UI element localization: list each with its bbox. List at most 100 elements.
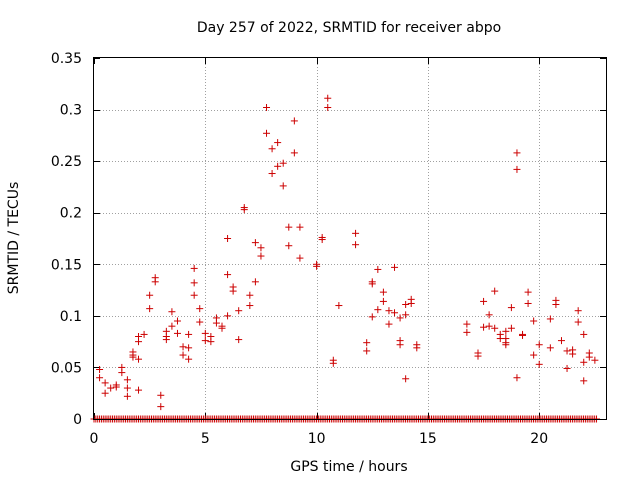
data-point <box>196 318 204 326</box>
data-point <box>524 288 532 296</box>
x-axis-label: GPS time / hours <box>290 459 407 475</box>
data-point <box>530 317 538 325</box>
data-point <box>546 344 554 352</box>
data-point <box>212 319 220 327</box>
data-point <box>279 182 287 190</box>
data-point <box>463 320 471 328</box>
data-point <box>123 376 131 384</box>
y-tick-label: 0.3 <box>60 103 82 119</box>
data-point <box>257 252 265 260</box>
data-point <box>335 302 343 310</box>
data-point <box>580 377 588 385</box>
data-point <box>580 358 588 366</box>
data-point <box>101 379 109 387</box>
data-point <box>185 344 193 352</box>
data-point <box>118 369 126 377</box>
data-point <box>190 291 198 299</box>
data-point <box>391 309 399 317</box>
data-point <box>402 311 410 319</box>
data-point <box>318 236 326 244</box>
data-point <box>246 302 254 310</box>
data-point <box>123 392 131 400</box>
data-point <box>585 353 593 361</box>
data-point <box>112 383 120 391</box>
data-point <box>352 241 360 249</box>
data-point <box>402 301 410 309</box>
x-tick-label: 5 <box>201 431 210 447</box>
x-tick-label: 15 <box>419 431 437 447</box>
data-point <box>96 365 104 373</box>
data-point <box>491 324 499 332</box>
data-point <box>480 297 488 305</box>
data-point <box>368 313 376 321</box>
data-point <box>552 301 560 309</box>
data-point <box>580 330 588 338</box>
y-tick-label: 0.05 <box>51 360 82 376</box>
data-point <box>135 386 143 394</box>
data-point <box>279 159 287 167</box>
data-point <box>240 206 248 214</box>
data-point <box>379 288 387 296</box>
y-tick-label: 0.25 <box>51 154 82 170</box>
data-point <box>563 364 571 372</box>
data-point <box>513 374 521 382</box>
data-point <box>107 384 115 392</box>
data-point <box>196 305 204 313</box>
data-point <box>190 264 198 272</box>
data-point <box>374 306 382 314</box>
data-point <box>179 351 187 359</box>
data-point <box>374 265 382 273</box>
y-tick-label: 0.1 <box>60 309 82 325</box>
data-point <box>563 347 571 355</box>
data-point <box>268 145 276 153</box>
data-point <box>535 341 543 349</box>
data-point <box>352 229 360 237</box>
chart-title: Day 257 of 2022, SRMTID for receiver abp… <box>197 20 501 36</box>
plot-frame <box>93 57 607 420</box>
data-point <box>574 318 582 326</box>
data-point <box>530 351 538 359</box>
data-point <box>557 337 565 345</box>
data-point <box>363 347 371 355</box>
data-point <box>246 291 254 299</box>
data-point <box>251 278 259 286</box>
data-point <box>591 356 599 364</box>
data-point <box>140 330 148 338</box>
data-point <box>251 239 259 247</box>
data-point <box>257 244 265 252</box>
data-point <box>157 391 165 399</box>
data-point <box>396 314 404 322</box>
data-point <box>474 352 482 360</box>
data-point <box>135 355 143 363</box>
data-point <box>535 360 543 368</box>
data-point <box>329 359 337 367</box>
y-axis-label: SRMTID / TECUs <box>6 182 22 295</box>
data-point <box>207 332 215 340</box>
data-point <box>101 389 109 397</box>
data-point <box>263 104 271 112</box>
data-point <box>480 323 488 331</box>
x-tick-label: 10 <box>308 431 326 447</box>
data-point <box>502 327 510 335</box>
data-point <box>574 307 582 315</box>
data-point <box>285 242 293 250</box>
x-tick-label: 0 <box>90 431 99 447</box>
data-point <box>513 149 521 157</box>
data-point <box>185 330 193 338</box>
data-point <box>162 336 170 344</box>
data-point <box>290 117 298 125</box>
data-point <box>201 337 209 345</box>
data-point <box>463 328 471 336</box>
data-point <box>173 329 181 337</box>
data-point <box>324 94 332 102</box>
data-point <box>168 322 176 330</box>
data-point <box>324 104 332 112</box>
x-tick-label: 20 <box>530 431 548 447</box>
grid <box>94 58 606 419</box>
data-point <box>502 341 510 349</box>
data-point <box>229 287 237 295</box>
data-point <box>224 312 232 320</box>
data-point <box>513 165 521 173</box>
data-point <box>268 170 276 178</box>
data-point <box>385 307 393 315</box>
